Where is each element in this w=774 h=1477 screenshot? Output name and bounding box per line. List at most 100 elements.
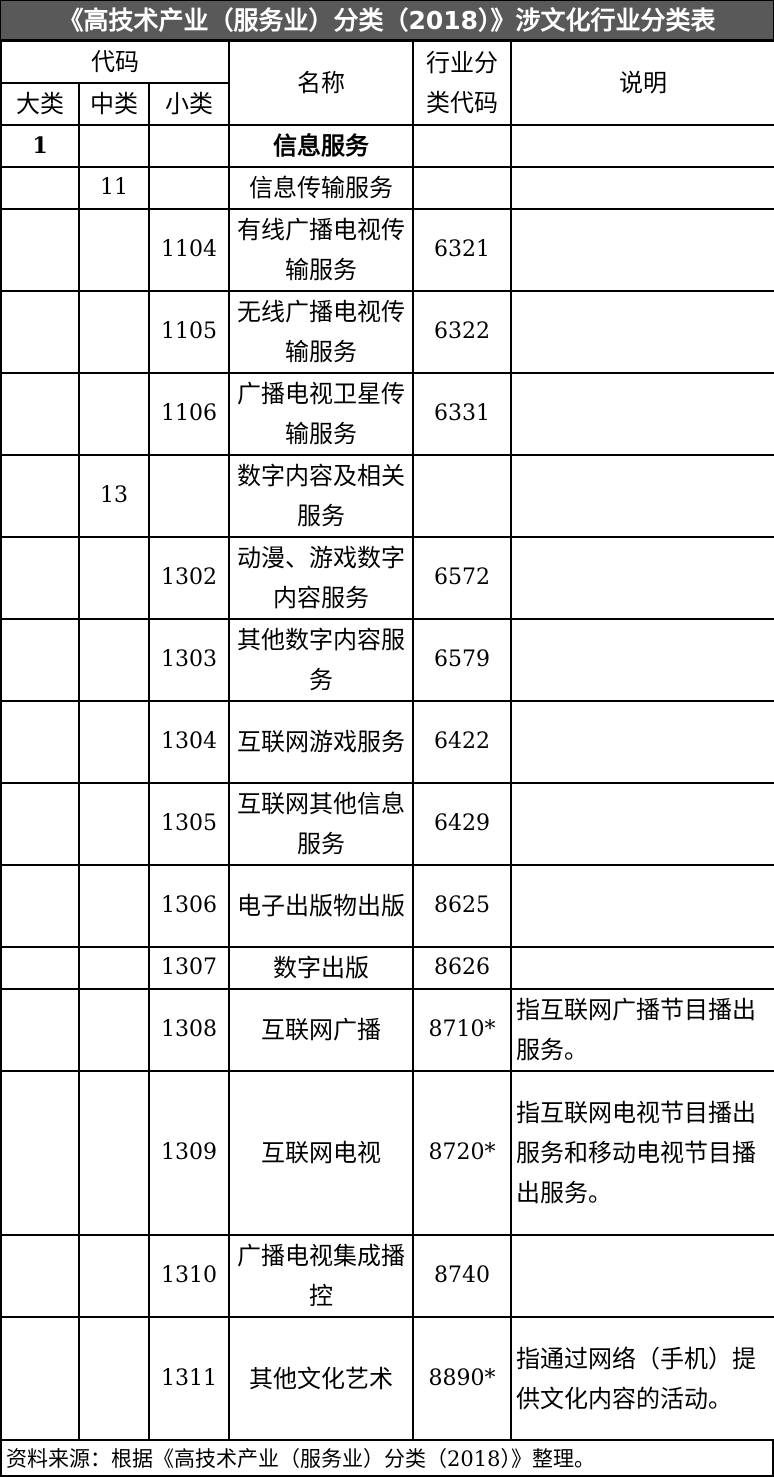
major-code-cell <box>0 166 80 210</box>
note-cell <box>510 864 774 948</box>
middle-code-cell <box>78 782 150 866</box>
major-code-cell <box>0 536 80 620</box>
classification-table: 代码 名称 行业分类代码 说明 大类 中类 小类 1 信息服务 11 信息传输服务 11… <box>0 40 774 1441</box>
table-body: 1 信息服务 11 信息传输服务 1104 有线广播电视传输服务 6321 1105 无线广播电… <box>0 124 774 1441</box>
minor-code-cell <box>147 166 231 210</box>
minor-code-cell: 1309 <box>147 1070 231 1236</box>
industry-code-cell: 6572 <box>412 536 513 620</box>
minor-code-cell: 1307 <box>147 946 231 990</box>
minor-code-cell: 1104 <box>147 208 231 292</box>
minor-code-cell: 1302 <box>147 536 231 620</box>
table-row: 1106 广播电视卫星传输服务 6331 <box>0 372 774 456</box>
header-name: 名称 <box>228 40 415 126</box>
note-cell <box>510 700 774 784</box>
middle-code-cell <box>78 1070 150 1236</box>
note-cell <box>510 782 774 866</box>
table-title: 《高技术产业（服务业）分类（2018）》涉文化行业分类表 <box>0 0 774 40</box>
industry-code-cell <box>412 124 513 168</box>
name-cell: 互联网其他信息服务 <box>228 782 415 866</box>
minor-code-cell: 1310 <box>147 1234 231 1318</box>
header-note: 说明 <box>510 40 774 126</box>
major-code-cell <box>0 208 80 292</box>
table-row: 1306 电子出版物出版 8625 <box>0 864 774 948</box>
industry-code-cell: 8720* <box>412 1070 513 1236</box>
middle-code-cell <box>78 1316 150 1441</box>
name-cell: 数字内容及相关服务 <box>228 454 415 538</box>
middle-code-cell: 11 <box>78 166 150 210</box>
major-code-cell <box>0 290 80 374</box>
header-code: 代码 <box>0 40 231 84</box>
note-cell <box>510 290 774 374</box>
major-code-cell <box>0 454 80 538</box>
minor-code-cell: 1311 <box>147 1316 231 1441</box>
table-row: 1303 其他数字内容服务 6579 <box>0 618 774 702</box>
industry-code-cell <box>412 454 513 538</box>
major-code-cell: 1 <box>0 124 80 168</box>
industry-code-cell: 8890* <box>412 1316 513 1441</box>
table-row: 13 数字内容及相关服务 <box>0 454 774 538</box>
table-row: 1308 互联网广播 8710* 指互联网广播节目播出服务。 <box>0 988 774 1072</box>
header-industry-code: 行业分类代码 <box>412 40 513 126</box>
minor-code-cell: 1305 <box>147 782 231 866</box>
minor-code-cell: 1308 <box>147 988 231 1072</box>
name-cell: 无线广播电视传输服务 <box>228 290 415 374</box>
note-cell <box>510 946 774 990</box>
industry-code-cell: 6579 <box>412 618 513 702</box>
major-code-cell <box>0 372 80 456</box>
note-cell <box>510 536 774 620</box>
note-cell <box>510 454 774 538</box>
major-code-cell <box>0 864 80 948</box>
middle-code-cell <box>78 946 150 990</box>
name-cell: 电子出版物出版 <box>228 864 415 948</box>
middle-code-cell <box>78 1234 150 1318</box>
source-note: 资料来源：根据《高技术产业（服务业）分类（2018）》整理。 <box>0 1441 774 1477</box>
table-row: 1304 互联网游戏服务 6422 <box>0 700 774 784</box>
name-cell: 信息传输服务 <box>228 166 415 210</box>
header-minor: 小类 <box>147 82 231 126</box>
name-cell: 广播电视集成播控 <box>228 1234 415 1318</box>
name-cell: 其他数字内容服务 <box>228 618 415 702</box>
minor-code-cell <box>147 454 231 538</box>
table-row: 1 信息服务 <box>0 124 774 168</box>
table-row: 1305 互联网其他信息服务 6429 <box>0 782 774 866</box>
middle-code-cell <box>78 124 150 168</box>
name-cell: 其他文化艺术 <box>228 1316 415 1441</box>
middle-code-cell <box>78 536 150 620</box>
industry-code-cell <box>412 166 513 210</box>
table-row: 1302 动漫、游戏数字内容服务 6572 <box>0 536 774 620</box>
major-code-cell <box>0 1070 80 1236</box>
industry-code-cell: 6422 <box>412 700 513 784</box>
middle-code-cell <box>78 700 150 784</box>
table-row: 1310 广播电视集成播控 8740 <box>0 1234 774 1318</box>
table-row: 1104 有线广播电视传输服务 6321 <box>0 208 774 292</box>
major-code-cell <box>0 1316 80 1441</box>
minor-code-cell: 1304 <box>147 700 231 784</box>
name-cell: 互联网电视 <box>228 1070 415 1236</box>
major-code-cell <box>0 1234 80 1318</box>
industry-code-cell: 6321 <box>412 208 513 292</box>
middle-code-cell <box>78 988 150 1072</box>
middle-code-cell <box>78 618 150 702</box>
middle-code-cell <box>78 208 150 292</box>
industry-code-cell: 6322 <box>412 290 513 374</box>
header-major: 大类 <box>0 82 80 126</box>
note-cell <box>510 372 774 456</box>
name-cell: 广播电视卫星传输服务 <box>228 372 415 456</box>
note-cell: 指互联网电视节目播出服务和移动电视节目播出服务。 <box>510 1070 774 1236</box>
note-cell <box>510 124 774 168</box>
name-cell: 互联网广播 <box>228 988 415 1072</box>
industry-code-cell: 8710* <box>412 988 513 1072</box>
note-cell: 指通过网络（手机）提供文化内容的活动。 <box>510 1316 774 1441</box>
major-code-cell <box>0 700 80 784</box>
name-cell: 互联网游戏服务 <box>228 700 415 784</box>
header-middle: 中类 <box>78 82 150 126</box>
note-cell <box>510 208 774 292</box>
name-cell: 动漫、游戏数字内容服务 <box>228 536 415 620</box>
industry-code-cell: 8740 <box>412 1234 513 1318</box>
major-code-cell <box>0 988 80 1072</box>
note-cell <box>510 1234 774 1318</box>
table-row: 1309 互联网电视 8720* 指互联网电视节目播出服务和移动电视节目播出服务。 <box>0 1070 774 1236</box>
industry-code-cell: 8626 <box>412 946 513 990</box>
name-cell: 有线广播电视传输服务 <box>228 208 415 292</box>
table-row: 1105 无线广播电视传输服务 6322 <box>0 290 774 374</box>
